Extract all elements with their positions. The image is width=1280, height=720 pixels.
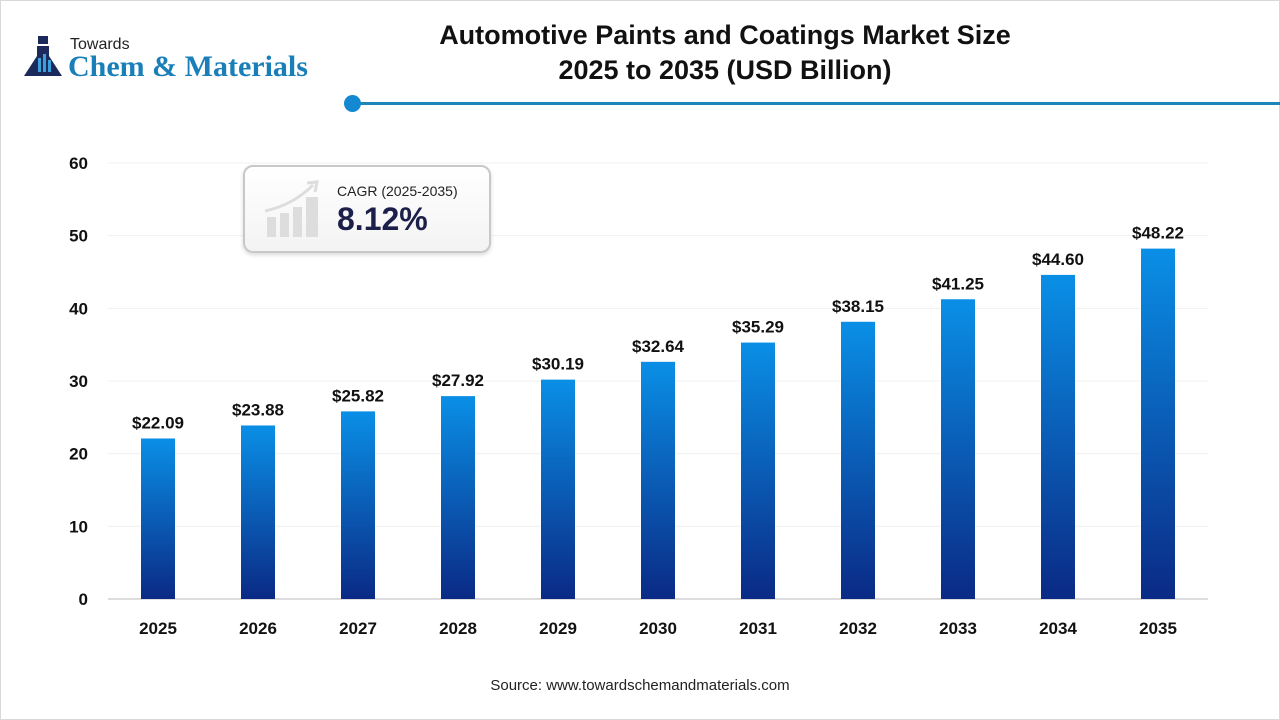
x-tick-label: 2029	[539, 619, 577, 638]
x-tick-label: 2035	[1139, 619, 1177, 638]
data-label: $35.29	[732, 318, 784, 337]
x-tick-label: 2034	[1039, 619, 1077, 638]
bar-2025	[141, 438, 175, 599]
bar-2035	[1141, 248, 1175, 600]
logo-towards: Towards	[70, 36, 130, 53]
source-note: Source: www.towardschemandmaterials.com	[490, 677, 790, 694]
y-tick-label: 50	[69, 227, 88, 246]
bar-2030	[641, 361, 675, 599]
title-rule-dot	[344, 95, 361, 112]
data-label: $25.82	[332, 386, 384, 405]
cagr-box: CAGR (2025-2035) 8.12%	[243, 165, 491, 253]
x-tick-label: 2026	[239, 619, 277, 638]
x-tick-label: 2032	[839, 619, 877, 638]
y-tick-label: 10	[69, 517, 88, 536]
x-tick-label: 2030	[639, 619, 677, 638]
flask-icon	[24, 36, 62, 76]
bar-2027	[341, 411, 375, 599]
data-label: $41.25	[932, 274, 984, 293]
data-label: $23.88	[232, 400, 284, 419]
x-tick-label: 2028	[439, 619, 477, 638]
y-tick-label: 60	[69, 154, 88, 173]
title-line-2: 2025 to 2035 (USD Billion)	[558, 55, 892, 85]
bar-2031	[741, 342, 775, 599]
x-tick-label: 2027	[339, 619, 377, 638]
cagr-label: CAGR (2025-2035)	[337, 183, 458, 199]
x-tick-label: 2031	[739, 619, 777, 638]
data-label: $30.19	[532, 355, 584, 374]
x-tick-label: 2025	[139, 619, 177, 638]
data-label: $27.92	[432, 371, 484, 390]
growth-chart-icon	[264, 180, 319, 237]
chart-title: Automotive Paints and Coatings Market Si…	[420, 18, 1030, 88]
y-tick-label: 30	[69, 372, 88, 391]
data-label: $38.15	[832, 297, 884, 316]
x-tick-label: 2033	[939, 619, 977, 638]
data-label: $22.09	[132, 413, 184, 432]
y-tick-label: 40	[69, 299, 88, 318]
y-tick-label: 20	[69, 445, 88, 464]
cagr-value: 8.12%	[337, 201, 428, 237]
y-tick-label: 0	[79, 590, 88, 609]
title-rule	[353, 102, 1280, 105]
bar-2032	[841, 321, 875, 599]
title-line-1: Automotive Paints and Coatings Market Si…	[439, 20, 1011, 50]
bar-2028	[441, 396, 475, 599]
logo-main: Chem & Materials	[68, 50, 308, 83]
bar-2029	[541, 379, 575, 599]
bar-2033	[941, 299, 975, 599]
data-label: $48.22	[1132, 224, 1184, 243]
data-label: $44.60	[1032, 250, 1084, 269]
bar-2026	[241, 425, 275, 599]
data-label: $32.64	[632, 337, 685, 356]
bar-2034	[1041, 274, 1075, 599]
